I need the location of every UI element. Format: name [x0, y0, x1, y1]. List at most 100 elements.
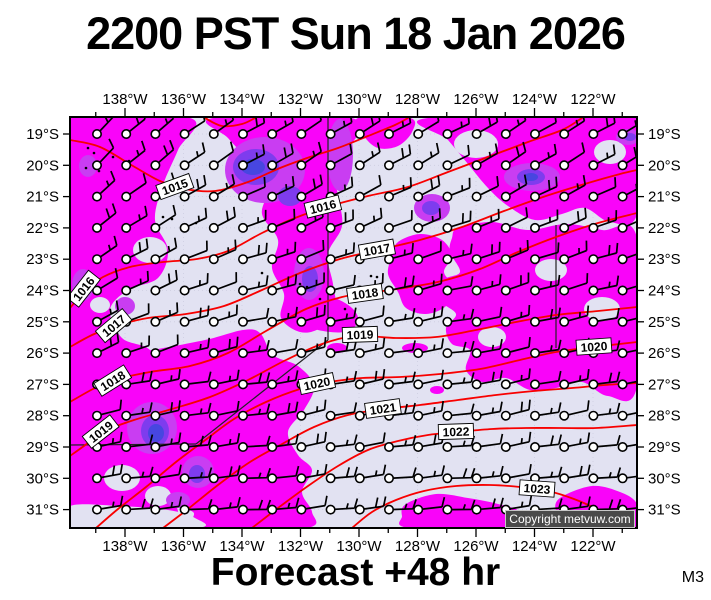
- lon-label-bottom: 132°W: [278, 538, 324, 555]
- station-circle: [588, 160, 599, 171]
- wind-barb: [150, 368, 181, 390]
- wind-barb: [471, 465, 504, 484]
- station-circle: [471, 504, 482, 515]
- lon-label-bottom: 138°W: [102, 538, 148, 555]
- wind-barb: [413, 175, 441, 202]
- wind-barb: [121, 117, 146, 140]
- station-circle: [238, 504, 249, 515]
- station-circle: [471, 222, 482, 233]
- station-circle: [471, 441, 482, 452]
- station-circle: [413, 473, 424, 484]
- svg-text:1017: 1017: [363, 241, 392, 259]
- station-circle: [92, 473, 103, 484]
- station-circle: [354, 129, 365, 140]
- station-circle: [442, 222, 453, 233]
- lat-label-right: 29°S: [648, 439, 681, 456]
- wind-barb: [413, 496, 446, 515]
- axes: 138°W 138°W 136°W 136°W 134°W 134°W 132°W 132°W…: [26, 91, 680, 555]
- wind-barb: [179, 337, 211, 359]
- station-circle: [267, 191, 278, 202]
- wind-barb: [267, 274, 298, 296]
- station-circle: [471, 254, 482, 265]
- wind-barb: [92, 268, 119, 296]
- station-circle: [588, 285, 599, 296]
- isobar-label-1019: 1019: [341, 325, 379, 344]
- station-circle: [500, 410, 511, 421]
- station-circle: [267, 441, 278, 452]
- station-circle: [413, 441, 424, 452]
- station-circle: [413, 379, 424, 390]
- station-circle: [179, 129, 190, 140]
- station-circle: [617, 348, 628, 359]
- svg-text:1019: 1019: [346, 328, 373, 343]
- wind-barb: [267, 117, 294, 140]
- lat-label-right: 27°S: [648, 376, 681, 393]
- isobar-label-1020: 1020: [575, 337, 613, 356]
- wind-barb: [121, 140, 146, 171]
- lon-label-top: 122°W: [570, 91, 616, 108]
- station-circle: [354, 348, 365, 359]
- station-circle: [208, 254, 219, 265]
- wind-barb: [150, 117, 175, 140]
- station-circle: [325, 129, 336, 140]
- station-circle: [121, 285, 132, 296]
- wind-barb: [442, 435, 476, 452]
- lat-label-right: 24°S: [648, 283, 681, 300]
- wind-barb: [92, 235, 118, 265]
- station-circle: [383, 316, 394, 327]
- wind-barb: [238, 403, 271, 421]
- lat-label-left: 20°S: [26, 157, 59, 174]
- station-circle: [413, 254, 424, 265]
- lat-label-right: 22°S: [648, 220, 681, 237]
- station-circle: [471, 285, 482, 296]
- wind-barb: [559, 368, 590, 390]
- wind-barb: [208, 433, 241, 452]
- wind-barb: [208, 141, 235, 171]
- lat-label-right: 30°S: [648, 470, 681, 487]
- wind-barb: [442, 117, 470, 140]
- wind-barb: [92, 495, 124, 515]
- wind-barb: [325, 307, 357, 327]
- wind-barb: [559, 305, 590, 327]
- wind-barb: [529, 402, 562, 421]
- lat-label-left: 21°S: [26, 189, 59, 206]
- station-circle: [267, 285, 278, 296]
- wind-barb: [238, 209, 267, 233]
- station-circle: [150, 379, 161, 390]
- station-circle: [559, 316, 570, 327]
- station-circle: [296, 129, 307, 140]
- isobar-label-1022: 1022: [437, 422, 475, 441]
- isobar-labels: 1015101610161017101710181018101910191020…: [70, 172, 613, 498]
- svg-text:1018: 1018: [351, 285, 380, 303]
- wind-barb: [238, 144, 266, 171]
- lon-label-bottom: 122°W: [570, 538, 616, 555]
- station-circle: [150, 254, 161, 265]
- station-circle: [500, 285, 511, 296]
- svg-text:1023: 1023: [523, 481, 551, 497]
- lon-label-bottom: 136°W: [161, 538, 207, 555]
- wind-barb: [442, 403, 475, 421]
- lon-label-bottom: 124°W: [512, 538, 558, 555]
- lat-label-left: 30°S: [26, 470, 59, 487]
- wind-barb: [354, 432, 386, 452]
- station-circle: [296, 191, 307, 202]
- wind-barb: [500, 399, 531, 421]
- station-circle: [238, 379, 249, 390]
- wind-barb: [471, 274, 502, 296]
- station-circle: [150, 160, 161, 171]
- wind-barb: [354, 337, 386, 359]
- isobar-label-1018: 1018: [346, 283, 384, 304]
- station-circle: [325, 160, 336, 171]
- station-circle: [267, 379, 278, 390]
- lon-label-top: 124°W: [512, 91, 558, 108]
- wind-barb: [383, 434, 417, 452]
- station-circle: [208, 473, 219, 484]
- station-circle: [208, 348, 219, 359]
- wind-barb: [559, 207, 587, 233]
- wind-barb: [588, 177, 617, 202]
- wind-barb: [442, 177, 471, 202]
- forecast-hour-label: Forecast +48 hr: [210, 551, 501, 594]
- wind-barb: [588, 210, 618, 233]
- station-circle: [588, 222, 599, 233]
- station-circle: [559, 379, 570, 390]
